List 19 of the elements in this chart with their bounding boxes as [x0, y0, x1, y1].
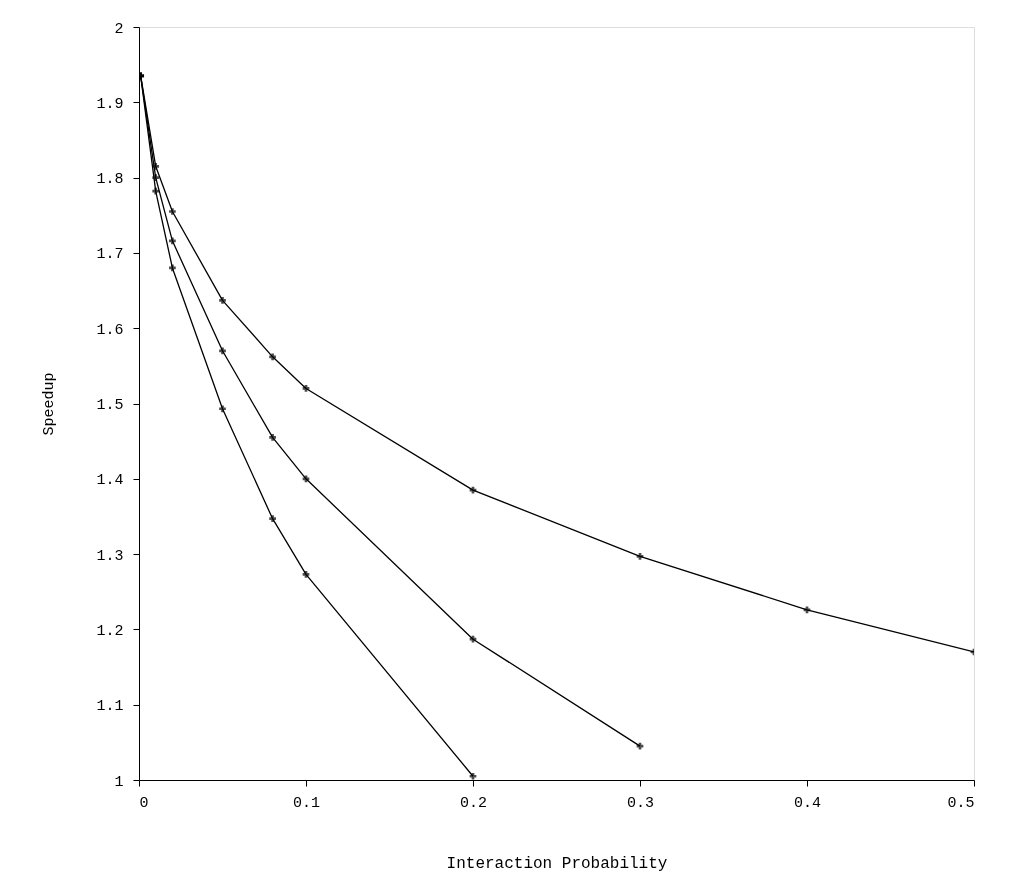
x-tick-label: 0.3	[626, 794, 655, 812]
y-tick-label: 1	[114, 773, 124, 791]
x-tick-label: 0.2	[459, 794, 488, 812]
y-tick-label: 1.9	[96, 95, 124, 113]
y-axis-title: Speedup	[41, 372, 59, 436]
x-tick-label: 0	[139, 794, 149, 812]
y-tick-label: 1.2	[96, 622, 124, 640]
y-tick-label: 1.5	[96, 397, 124, 414]
x-tick-label: 0.1	[292, 794, 321, 812]
y-tick-label: 1.7	[96, 246, 124, 264]
y-tick-label: 1.4	[96, 472, 124, 490]
x-tick-label: 0.5	[947, 794, 975, 812]
y-tick-label: 1.3	[96, 547, 124, 565]
x-axis-title: Interaction Probability	[446, 854, 668, 873]
y-tick-label: 1.8	[96, 171, 124, 189]
x-tick-label: 0.4	[793, 794, 822, 812]
y-tick-label: 1.1	[96, 698, 124, 716]
y-tick-label: 1.6	[96, 321, 124, 339]
y-tick-label: 2	[114, 20, 124, 38]
